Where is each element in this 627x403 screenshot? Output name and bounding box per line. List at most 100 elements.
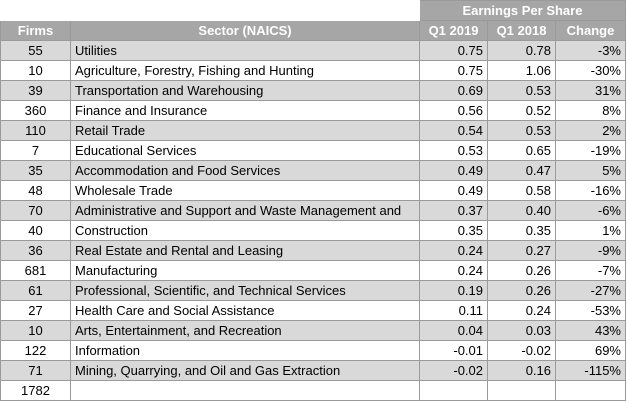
q1-2019-cell[interactable]: 0.19 <box>419 280 488 301</box>
q1-2018-cell[interactable]: 0.24 <box>487 300 556 321</box>
table-row: 61 Professional, Scientific, and Technica… <box>0 280 626 301</box>
change-cell[interactable]: 5% <box>555 160 626 181</box>
column-header-q1-2019[interactable]: Q1 2019 <box>419 20 488 41</box>
firms-cell[interactable]: 7 <box>0 140 71 161</box>
change-cell[interactable]: -16% <box>555 180 626 201</box>
q1-2019-cell[interactable]: 0.11 <box>419 300 488 321</box>
firms-cell[interactable]: 40 <box>0 220 71 241</box>
q1-2019-cell[interactable]: 0.37 <box>419 200 488 221</box>
firms-cell[interactable]: 10 <box>0 60 71 81</box>
sector-cell[interactable]: Information <box>70 340 420 361</box>
q1-2019-cell[interactable]: 0.24 <box>419 240 488 261</box>
change-cell[interactable]: -7% <box>555 260 626 281</box>
firms-cell[interactable]: 27 <box>0 300 71 321</box>
change-cell[interactable]: 2% <box>555 120 626 141</box>
header-group-earnings-per-share: Earnings Per Share <box>419 0 626 21</box>
q1-2018-cell[interactable]: 0.58 <box>487 180 556 201</box>
firms-cell[interactable]: 110 <box>0 120 71 141</box>
q1-2018-cell[interactable]: 1.06 <box>487 60 556 81</box>
firms-cell[interactable]: 35 <box>0 160 71 181</box>
q1-2019-cell[interactable]: 0.75 <box>419 60 488 81</box>
sector-cell[interactable]: Agriculture, Forestry, Fishing and Hunti… <box>70 60 420 81</box>
total-q1-2018-cell[interactable] <box>487 380 556 401</box>
q1-2019-cell[interactable]: 0.35 <box>419 220 488 241</box>
q1-2019-cell[interactable]: 0.56 <box>419 100 488 121</box>
sector-cell[interactable]: Administrative and Support and Waste Man… <box>70 200 420 221</box>
q1-2019-cell[interactable]: -0.02 <box>419 360 488 381</box>
total-change-cell[interactable] <box>555 380 626 401</box>
q1-2018-cell[interactable]: 0.26 <box>487 280 556 301</box>
change-cell[interactable]: 31% <box>555 80 626 101</box>
q1-2018-cell[interactable]: 0.16 <box>487 360 556 381</box>
q1-2019-cell[interactable]: 0.49 <box>419 180 488 201</box>
firms-cell[interactable]: 55 <box>0 40 71 61</box>
column-header-sector[interactable]: Sector (NAICS) <box>70 20 420 41</box>
sector-cell[interactable]: Transportation and Warehousing <box>70 80 420 101</box>
change-cell[interactable]: -30% <box>555 60 626 81</box>
change-cell[interactable]: -27% <box>555 280 626 301</box>
change-cell[interactable]: -3% <box>555 40 626 61</box>
q1-2019-cell[interactable]: 0.54 <box>419 120 488 141</box>
column-header-firms[interactable]: Firms <box>0 20 71 41</box>
firms-cell[interactable]: 39 <box>0 80 71 101</box>
q1-2018-cell[interactable]: 0.40 <box>487 200 556 221</box>
change-cell[interactable]: 69% <box>555 340 626 361</box>
q1-2019-cell[interactable]: 0.53 <box>419 140 488 161</box>
sector-cell[interactable]: Utilities <box>70 40 420 61</box>
change-cell[interactable]: 8% <box>555 100 626 121</box>
sector-cell[interactable]: Professional, Scientific, and Technical … <box>70 280 420 301</box>
sector-cell[interactable]: Mining, Quarrying, and Oil and Gas Extra… <box>70 360 420 381</box>
firms-cell[interactable]: 360 <box>0 100 71 121</box>
total-sector-cell[interactable] <box>70 380 420 401</box>
table-row: 10 Arts, Entertainment, and Recreation 0.0… <box>0 320 626 341</box>
sector-cell[interactable]: Accommodation and Food Services <box>70 160 420 181</box>
q1-2019-cell[interactable]: 0.24 <box>419 260 488 281</box>
change-cell[interactable]: -19% <box>555 140 626 161</box>
q1-2018-cell[interactable]: 0.78 <box>487 40 556 61</box>
sector-cell[interactable]: Educational Services <box>70 140 420 161</box>
change-cell[interactable]: -53% <box>555 300 626 321</box>
column-header-change[interactable]: Change <box>555 20 626 41</box>
sector-cell[interactable]: Manufacturing <box>70 260 420 281</box>
sector-cell[interactable]: Wholesale Trade <box>70 180 420 201</box>
total-firms-cell[interactable]: 1782 <box>0 380 71 401</box>
q1-2018-cell[interactable]: 0.52 <box>487 100 556 121</box>
q1-2019-cell[interactable]: -0.01 <box>419 340 488 361</box>
q1-2019-cell[interactable]: 0.69 <box>419 80 488 101</box>
change-cell[interactable]: -115% <box>555 360 626 381</box>
sector-cell[interactable]: Finance and Insurance <box>70 100 420 121</box>
q1-2018-cell[interactable]: 0.35 <box>487 220 556 241</box>
change-cell[interactable]: -9% <box>555 240 626 261</box>
change-cell[interactable]: 1% <box>555 220 626 241</box>
q1-2018-cell[interactable]: 0.65 <box>487 140 556 161</box>
q1-2018-cell[interactable]: 0.03 <box>487 320 556 341</box>
sector-cell[interactable]: Construction <box>70 220 420 241</box>
total-q1-2019-cell[interactable] <box>419 380 488 401</box>
firms-cell[interactable]: 122 <box>0 340 71 361</box>
q1-2019-cell[interactable]: 0.75 <box>419 40 488 61</box>
sector-cell[interactable]: Arts, Entertainment, and Recreation <box>70 320 420 341</box>
sector-cell[interactable]: Retail Trade <box>70 120 420 141</box>
firms-cell[interactable]: 10 <box>0 320 71 341</box>
firms-cell[interactable]: 71 <box>0 360 71 381</box>
firms-cell[interactable]: 61 <box>0 280 71 301</box>
q1-2018-cell[interactable]: -0.02 <box>487 340 556 361</box>
table-row: 360 Finance and Insurance 0.56 0.52 8% <box>0 100 626 121</box>
sector-cell[interactable]: Real Estate and Rental and Leasing <box>70 240 420 261</box>
firms-cell[interactable]: 36 <box>0 240 71 261</box>
q1-2018-cell[interactable]: 0.53 <box>487 80 556 101</box>
q1-2019-cell[interactable]: 0.49 <box>419 160 488 181</box>
firms-cell[interactable]: 70 <box>0 200 71 221</box>
firms-cell[interactable]: 48 <box>0 180 71 201</box>
column-header-q1-2018[interactable]: Q1 2018 <box>487 20 556 41</box>
q1-2018-cell[interactable]: 0.47 <box>487 160 556 181</box>
firms-cell[interactable]: 681 <box>0 260 71 281</box>
sector-cell[interactable]: Health Care and Social Assistance <box>70 300 420 321</box>
q1-2018-cell[interactable]: 0.53 <box>487 120 556 141</box>
change-cell[interactable]: -6% <box>555 200 626 221</box>
q1-2018-cell[interactable]: 0.27 <box>487 240 556 261</box>
table-row: 27 Health Care and Social Assistance 0.11 0… <box>0 300 626 321</box>
q1-2018-cell[interactable]: 0.26 <box>487 260 556 281</box>
change-cell[interactable]: 43% <box>555 320 626 341</box>
q1-2019-cell[interactable]: 0.04 <box>419 320 488 341</box>
